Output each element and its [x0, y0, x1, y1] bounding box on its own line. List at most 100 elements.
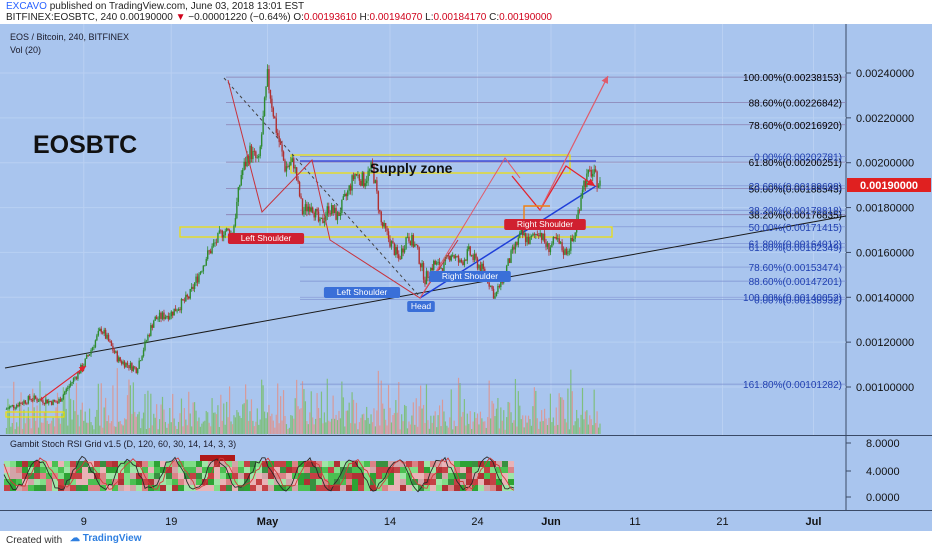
candle-body — [8, 406, 11, 409]
candle-body — [195, 276, 197, 284]
osc-cell — [478, 461, 484, 467]
osc-cell — [334, 485, 340, 491]
neckline-zone-box[interactable] — [179, 226, 613, 238]
osc-cell — [106, 461, 112, 467]
volume-bar — [27, 407, 29, 434]
candle-body — [352, 175, 355, 180]
osc-cell — [250, 461, 256, 467]
volume-bar — [96, 409, 98, 434]
time-axis[interactable] — [0, 510, 932, 531]
volume-bar — [551, 422, 553, 434]
osc-cell — [454, 473, 460, 479]
candle-body — [24, 400, 27, 404]
candle-body — [13, 405, 15, 409]
candle-body — [274, 116, 276, 119]
osc-cell — [316, 461, 322, 467]
osc-cell — [178, 485, 184, 491]
osc-cell — [310, 479, 316, 485]
candle-body — [491, 285, 493, 289]
candle-body — [157, 318, 159, 320]
candle-body — [454, 256, 457, 259]
tradingview-logo[interactable]: ☁ TradingView — [70, 533, 142, 544]
candle-body — [370, 162, 372, 170]
volume-bar — [205, 410, 207, 434]
osc-cell — [478, 485, 484, 491]
osc-cell — [490, 473, 496, 479]
volume-bar — [285, 424, 288, 434]
volume-bar — [459, 383, 461, 434]
candle-body — [543, 233, 546, 243]
osc-cell — [238, 479, 244, 485]
volume-bar — [430, 415, 432, 434]
volume-bar — [151, 425, 153, 434]
candle-body — [415, 244, 417, 246]
candle-body — [27, 396, 30, 404]
osc-cell — [442, 485, 448, 491]
candle-body — [183, 300, 186, 302]
candlesticks[interactable] — [5, 64, 601, 411]
osc-cell — [352, 461, 358, 467]
osc-cell — [4, 479, 10, 485]
brand-name: TradingView — [82, 533, 142, 544]
candle-body — [310, 207, 312, 212]
volume-bar — [548, 417, 550, 434]
volume-bar — [74, 411, 76, 434]
candle-body — [551, 243, 553, 248]
volume-bar — [115, 426, 117, 434]
candle-body — [316, 208, 318, 212]
candle-body — [523, 233, 525, 236]
osc-cell — [280, 485, 286, 491]
fibonacci-labels: 100.00%(0.00238153) 88.60%(0.00226842) 78.… — [743, 73, 842, 391]
osc-cell — [82, 479, 88, 485]
volume-bar — [65, 408, 67, 434]
volume-bar — [247, 420, 250, 434]
open-label: O: — [293, 12, 304, 23]
candle-body — [481, 263, 483, 272]
candle-body — [425, 271, 428, 285]
candle-body — [234, 218, 237, 226]
osc-cell — [160, 461, 166, 467]
osc-cell — [208, 461, 214, 467]
candle-body — [332, 205, 334, 214]
volume-bar — [354, 423, 356, 434]
candle-body — [354, 173, 356, 180]
osc-cell — [412, 467, 418, 473]
osc-cell — [232, 467, 238, 473]
x-tick-label: 9 — [81, 516, 87, 528]
volume-bar — [191, 426, 193, 434]
osc-cell — [214, 467, 220, 473]
volume-bar — [494, 416, 496, 434]
volume-bar — [228, 386, 231, 434]
volume-bar — [131, 413, 133, 434]
volume-bar — [352, 399, 355, 434]
candle-body — [48, 400, 50, 404]
volume-bar — [446, 425, 448, 434]
osc-cell — [130, 461, 136, 467]
volume-bar — [221, 420, 223, 434]
osc-cell — [430, 479, 436, 485]
candle-body — [475, 253, 477, 259]
oscillator-label: Gambit Stoch RSI Grid v1.5 (D, 120, 60, … — [10, 439, 236, 449]
candle-body — [465, 259, 467, 261]
volume-bar — [441, 399, 444, 434]
candle-body — [307, 206, 310, 212]
osc-cell — [496, 473, 502, 479]
chart-canvas[interactable]: EOS / Bitcoin, 240, BITFINEX Vol (20) EO… — [0, 24, 932, 531]
candle-body — [119, 357, 121, 362]
volume-bar — [322, 423, 324, 434]
candle-body — [236, 201, 238, 219]
volume-bar — [519, 405, 521, 434]
candle-body — [52, 399, 54, 405]
osc-cell — [100, 473, 106, 479]
volume-bar — [561, 397, 563, 434]
author-name[interactable]: EXCAVO — [6, 1, 47, 12]
volume-bar — [376, 410, 378, 434]
x-tick-label: 24 — [471, 516, 483, 528]
volume-bar — [421, 408, 423, 434]
main-pane[interactable] — [0, 24, 846, 435]
candle-body — [142, 350, 145, 357]
candle-body — [186, 294, 188, 297]
osc-cell — [208, 467, 214, 473]
price-axis[interactable] — [846, 24, 932, 510]
osc-cell — [58, 461, 64, 467]
